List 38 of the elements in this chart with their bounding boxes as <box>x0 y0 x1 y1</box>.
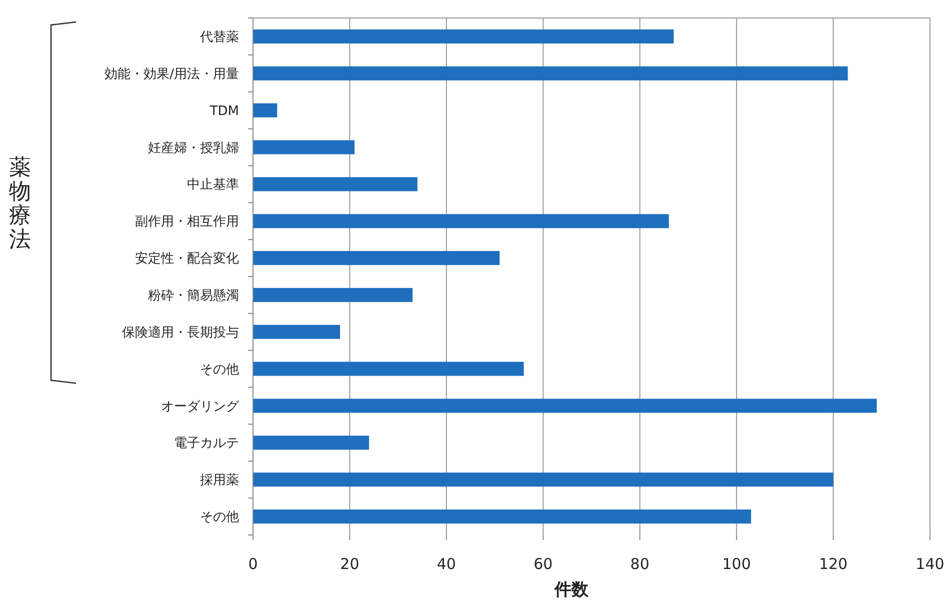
y-tick-label: 副作用・相互作用 <box>135 214 239 230</box>
x-tick-label: 140 <box>916 555 944 573</box>
x-tick-label: 100 <box>722 555 751 573</box>
x-axis-title: 件数 <box>554 580 590 600</box>
x-tick-label: 20 <box>340 555 360 573</box>
y-tick-label: 効能・効果/用法・用量 <box>104 66 239 82</box>
text: 薬物療法 <box>9 155 31 252</box>
y-tick-label: 粉砕・簡易懸濁 <box>148 288 239 304</box>
y-tick-label: 電子カルテ <box>174 436 239 452</box>
y-tick-label: TDM <box>208 104 239 119</box>
y-tick-label: 中止基準 <box>187 178 239 193</box>
bar <box>253 29 674 44</box>
x-tick-label: 60 <box>534 555 553 573</box>
x-tick-label: 40 <box>436 555 456 573</box>
bar <box>253 398 877 413</box>
y-tick-label: その他 <box>200 362 239 378</box>
bar <box>253 510 752 524</box>
y-tick-label: 安定性・配合変化 <box>135 250 239 267</box>
y-tick-label: 採用薬 <box>200 473 239 488</box>
x-tick-label: 80 <box>630 555 650 573</box>
bar <box>253 140 355 154</box>
y-tick-label: 妊産婦・授乳婦 <box>148 140 239 156</box>
y-tick-label: その他 <box>200 510 239 526</box>
bar <box>253 362 524 376</box>
y-tick-label: 代替薬 <box>199 30 239 46</box>
y-tick-label: オーダリング <box>161 399 240 414</box>
y-tick-label: 保険適用・長期投与 <box>122 324 239 340</box>
x-tick-label: 0 <box>248 555 258 573</box>
bar <box>253 214 669 228</box>
bar <box>253 103 278 118</box>
bar <box>253 436 370 450</box>
bar <box>253 288 413 302</box>
x-tick-label: 120 <box>818 555 848 573</box>
bar <box>253 66 848 80</box>
bar <box>253 251 500 266</box>
bar <box>253 472 834 487</box>
bar <box>253 324 340 339</box>
bar <box>253 177 418 192</box>
